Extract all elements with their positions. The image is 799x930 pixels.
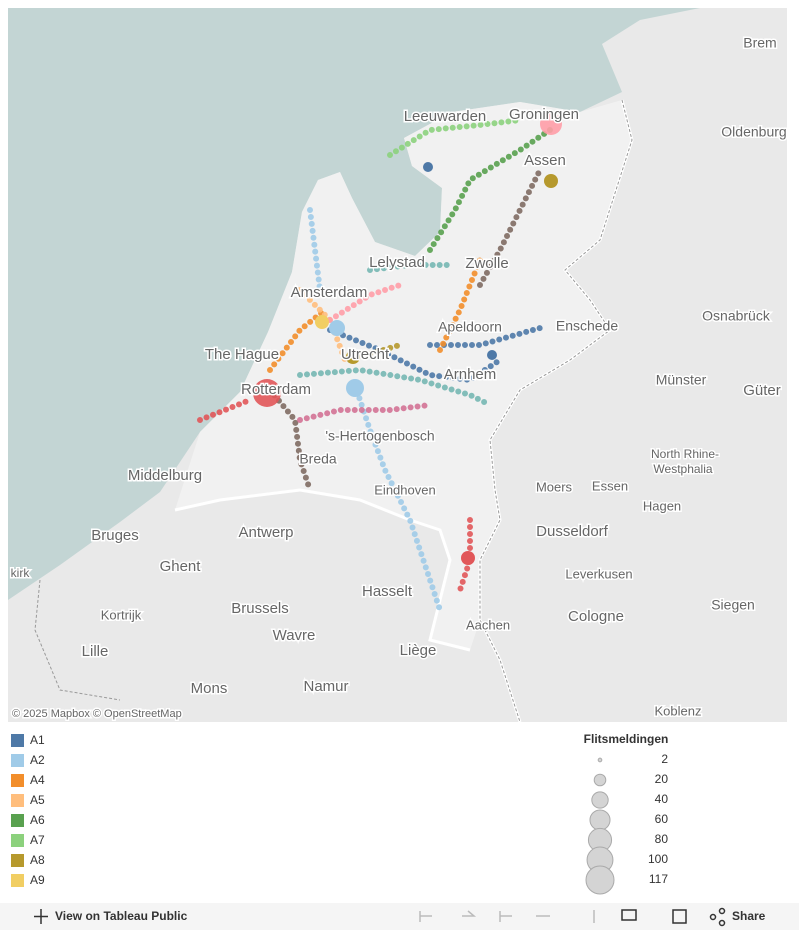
city-label: Utrecht bbox=[341, 346, 390, 363]
view-link[interactable]: View on Tableau Public bbox=[55, 909, 188, 923]
city-label: Koblenz bbox=[655, 703, 702, 718]
city-label: 's-Hertogenbosch bbox=[325, 428, 434, 444]
tableau-icon bbox=[34, 909, 48, 924]
city-label: Münster bbox=[656, 372, 707, 388]
size-circle bbox=[585, 865, 615, 895]
legend-label: A4 bbox=[30, 773, 45, 787]
city-label: Amsterdam bbox=[291, 284, 368, 301]
city-label: Osnabrück bbox=[702, 308, 771, 324]
legend-label: A1 bbox=[30, 733, 45, 747]
city-label: Kortrijk bbox=[101, 607, 142, 622]
legend-label: A5 bbox=[30, 793, 45, 807]
legend-label: A9 bbox=[30, 873, 45, 887]
city-label: Wavre bbox=[273, 627, 316, 644]
city-label: Rotterdam bbox=[241, 381, 311, 398]
city-label: Middelburg bbox=[128, 467, 202, 484]
city-label: Liège bbox=[400, 642, 437, 659]
city-label: Leeuwarden bbox=[404, 108, 487, 125]
city-label: Eindhoven bbox=[374, 482, 435, 497]
color-legend: A1 A2 A4 A5 A6 A7 A8 A9 bbox=[11, 733, 45, 887]
roads bbox=[197, 117, 553, 613]
city-label: Westphalia bbox=[653, 462, 712, 476]
city-label: The Hague bbox=[205, 346, 279, 363]
size-circle bbox=[591, 791, 609, 809]
city-label: Lille bbox=[82, 643, 109, 660]
size-circle bbox=[597, 757, 603, 763]
size-label: 60 bbox=[655, 812, 669, 826]
share-button[interactable]: Share bbox=[732, 909, 766, 923]
city-label: Brem bbox=[743, 35, 776, 51]
city-label: North Rhine- bbox=[651, 447, 719, 461]
city-label: Leverkusen bbox=[565, 566, 632, 581]
city-label: Apeldoorn bbox=[438, 319, 502, 335]
legend-swatch bbox=[11, 734, 24, 747]
highlights bbox=[253, 113, 562, 565]
city-label: Güter bbox=[743, 382, 781, 399]
city-label: Assen bbox=[524, 152, 566, 169]
city-label: Groningen bbox=[509, 106, 579, 123]
legend-swatch bbox=[11, 774, 24, 787]
map: Brem Leeuwarden Groningen Oldenburg Assen Lel… bbox=[8, 8, 788, 722]
legend-swatch bbox=[11, 834, 24, 847]
city-label: Siegen bbox=[711, 597, 755, 613]
size-circle bbox=[593, 773, 607, 787]
legend-label: A2 bbox=[30, 753, 45, 767]
size-label: 40 bbox=[655, 792, 669, 806]
city-label: Hasselt bbox=[362, 583, 413, 600]
toolbar-bg bbox=[0, 903, 799, 930]
border bbox=[34, 99, 633, 722]
legend-swatch bbox=[11, 754, 24, 767]
city-label: Mons bbox=[191, 680, 228, 697]
size-label: 2 bbox=[661, 752, 668, 766]
city-label: Brussels bbox=[231, 600, 289, 617]
size-legend-title: Flitsmeldingen bbox=[584, 732, 669, 746]
border bbox=[174, 488, 471, 652]
city-label: Moers bbox=[536, 479, 573, 494]
city-label: Ghent bbox=[160, 558, 202, 575]
city-label: kirk bbox=[11, 566, 31, 580]
city-label: Cologne bbox=[568, 608, 624, 625]
city-label: Dusseldorf bbox=[536, 523, 609, 540]
size-label: 100 bbox=[648, 852, 668, 866]
city-label: Lelystad bbox=[369, 254, 425, 271]
city-label: Enschede bbox=[556, 318, 618, 334]
city-label: Namur bbox=[303, 678, 348, 695]
legend-swatch bbox=[11, 854, 24, 867]
city-label: Arnhem bbox=[444, 366, 497, 383]
history-icons bbox=[419, 910, 595, 923]
city-label: Breda bbox=[299, 451, 337, 467]
city-label: Aachen bbox=[466, 617, 510, 632]
city-label: Essen bbox=[592, 478, 628, 493]
legend-swatch bbox=[11, 874, 24, 887]
legend-label: A8 bbox=[30, 853, 45, 867]
city-label: Bruges bbox=[91, 527, 139, 544]
size-label: 20 bbox=[655, 772, 669, 786]
toolbar: View on Tableau Public Share bbox=[0, 903, 799, 930]
legend-label: A7 bbox=[30, 833, 45, 847]
size-label: 117 bbox=[649, 872, 668, 886]
size-label: 80 bbox=[655, 832, 669, 846]
tool-icons[interactable] bbox=[621, 907, 726, 927]
size-legend: Flitsmeldingen 2 20 40 60 80 100 117 bbox=[584, 732, 669, 895]
legend-swatch bbox=[11, 814, 24, 827]
city-label: Antwerp bbox=[238, 524, 293, 541]
attribution: © 2025 Mapbox © OpenStreetMap bbox=[12, 708, 182, 720]
city-label: Zwolle bbox=[465, 255, 508, 272]
city-label: Oldenburg bbox=[721, 124, 786, 140]
legend-label: A6 bbox=[30, 813, 45, 827]
size-circle bbox=[589, 809, 611, 831]
legend-swatch bbox=[11, 794, 24, 807]
city-label: Hagen bbox=[643, 498, 681, 513]
